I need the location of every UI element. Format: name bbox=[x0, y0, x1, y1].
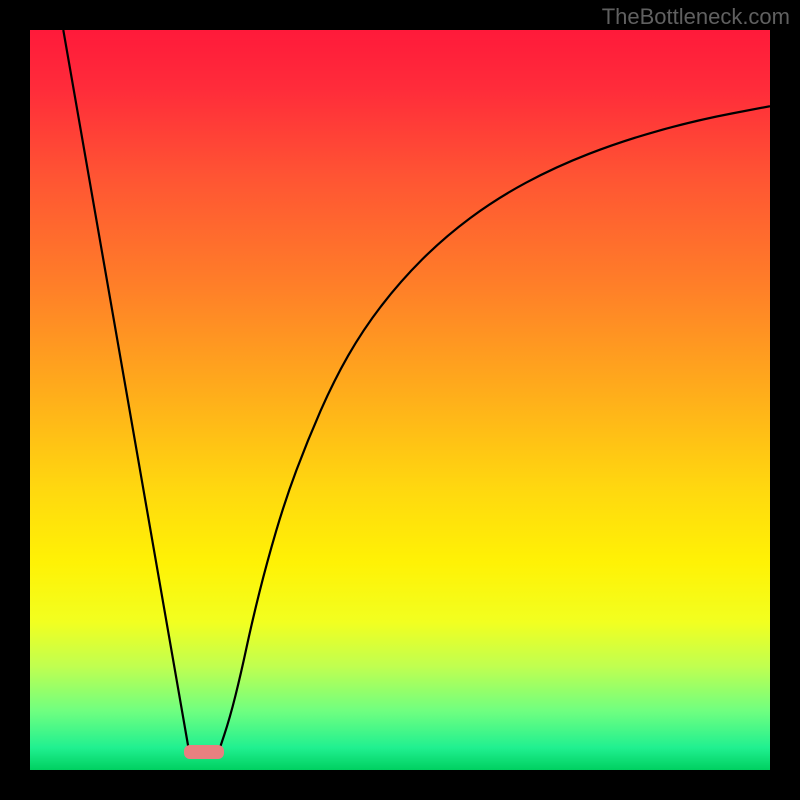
plot-area bbox=[30, 30, 770, 770]
optimal-point-marker bbox=[184, 745, 224, 759]
watermark-text: TheBottleneck.com bbox=[602, 4, 790, 30]
bottleneck-curve bbox=[30, 30, 770, 770]
